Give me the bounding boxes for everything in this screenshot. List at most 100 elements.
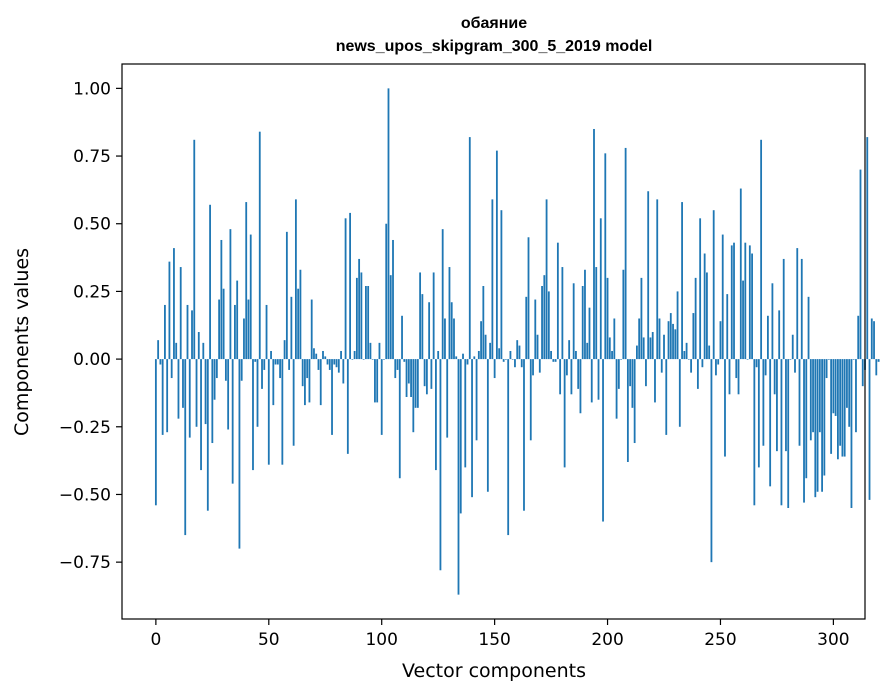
bar — [766, 315, 769, 360]
bar — [170, 359, 173, 379]
bar — [495, 150, 498, 360]
bar — [527, 237, 530, 360]
bar — [821, 359, 823, 492]
bar — [581, 286, 584, 360]
bar — [762, 359, 765, 446]
bar — [785, 359, 787, 452]
bar — [647, 191, 650, 360]
bar — [520, 359, 523, 368]
bar — [559, 359, 562, 395]
bar — [439, 359, 442, 571]
bar — [636, 345, 638, 360]
bar — [665, 359, 668, 435]
bar — [753, 359, 756, 506]
bar — [877, 359, 880, 362]
bar — [378, 342, 381, 360]
bar — [448, 267, 451, 360]
bar — [333, 359, 336, 365]
bar — [425, 359, 428, 395]
bar — [308, 359, 311, 403]
x-tick-label: 250 — [704, 630, 736, 650]
bar — [654, 359, 656, 403]
bar — [613, 318, 616, 360]
bar — [322, 350, 324, 360]
bar — [827, 359, 830, 360]
bar — [294, 199, 297, 360]
bar — [545, 199, 548, 360]
bar — [597, 359, 600, 400]
bar — [188, 359, 191, 438]
bar — [861, 359, 864, 387]
x-tick-label: 150 — [478, 630, 510, 650]
bar — [175, 342, 178, 360]
bar — [584, 269, 586, 360]
bar — [656, 199, 659, 360]
bar — [405, 359, 408, 397]
bar — [712, 210, 715, 360]
bar — [837, 359, 839, 460]
y-tick-label: 0.75 — [73, 147, 111, 167]
bar — [830, 359, 833, 454]
bar — [489, 342, 492, 360]
bar — [846, 359, 848, 408]
bar — [380, 359, 383, 435]
y-tick-label: −0.25 — [59, 418, 111, 438]
bar — [453, 318, 455, 360]
bar — [764, 359, 767, 376]
bar — [633, 359, 636, 444]
bar — [626, 359, 629, 462]
bar — [803, 359, 805, 503]
bar — [629, 359, 632, 387]
bar — [184, 359, 187, 536]
bar — [482, 286, 485, 360]
bar — [532, 359, 534, 376]
bar — [579, 359, 582, 414]
bar — [769, 359, 772, 487]
plot-area-frame — [121, 63, 866, 620]
bar — [875, 359, 878, 376]
y-tick-label: 1.00 — [73, 79, 111, 99]
bar — [331, 359, 333, 435]
bar — [814, 359, 817, 498]
bar — [728, 359, 731, 395]
bar — [859, 169, 862, 360]
bar — [599, 218, 602, 360]
bar — [328, 359, 331, 370]
bar — [776, 359, 778, 452]
bar — [683, 350, 686, 360]
bar — [220, 239, 223, 360]
bar — [301, 359, 304, 387]
bar — [168, 261, 171, 360]
bar — [306, 359, 309, 379]
bar — [437, 350, 440, 360]
bar — [631, 359, 634, 408]
bar — [534, 299, 537, 360]
bar — [491, 199, 494, 360]
bar — [751, 253, 753, 360]
bar — [699, 218, 702, 360]
bar — [256, 359, 259, 427]
bar — [457, 359, 460, 595]
bar — [227, 359, 230, 430]
bar — [297, 288, 300, 360]
bar — [563, 359, 566, 468]
bar — [498, 348, 501, 360]
bar — [850, 359, 853, 508]
bar — [593, 128, 595, 360]
bar — [794, 359, 796, 373]
bar — [800, 258, 803, 360]
bar — [755, 359, 758, 368]
bar — [611, 350, 613, 360]
bar — [416, 359, 419, 408]
bar — [292, 359, 295, 446]
x-tick-label: 100 — [365, 630, 397, 650]
bar — [511, 359, 514, 360]
bar — [834, 359, 837, 416]
bar — [710, 359, 713, 563]
bar — [157, 340, 160, 360]
x-tick-label: 0 — [150, 630, 161, 650]
bar — [672, 323, 674, 360]
bar — [778, 310, 781, 360]
bar — [270, 350, 272, 360]
bar — [608, 337, 611, 360]
